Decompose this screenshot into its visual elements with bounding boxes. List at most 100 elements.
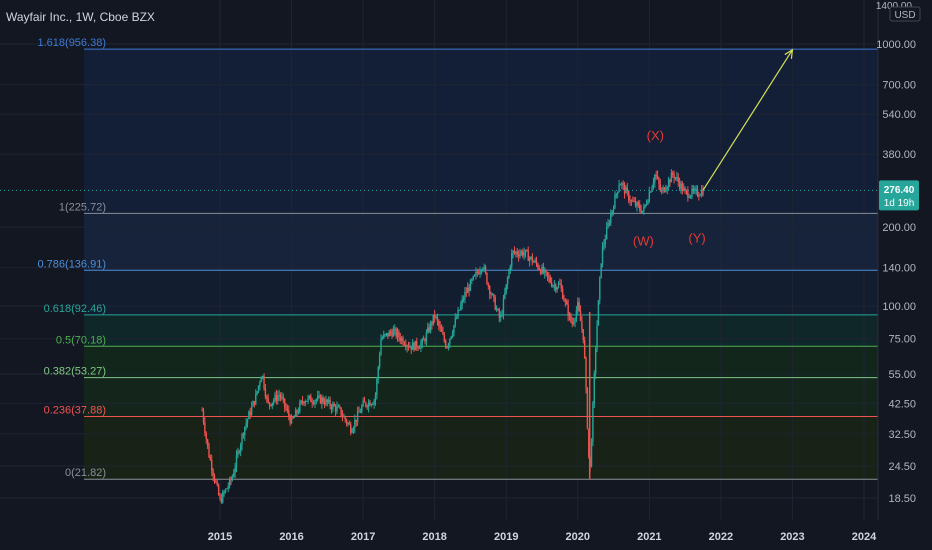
candle-body bbox=[615, 193, 618, 196]
candle-body bbox=[466, 287, 469, 293]
last-price-countdown: 1d 19h bbox=[884, 198, 915, 209]
candle-body bbox=[377, 367, 379, 380]
fib-label: 0.5(70.18) bbox=[56, 334, 106, 346]
candle-body bbox=[582, 329, 584, 341]
candle-body bbox=[548, 275, 550, 278]
candle-body bbox=[383, 334, 385, 338]
candle-body bbox=[662, 187, 664, 191]
fib-zone bbox=[84, 213, 878, 271]
candle-body bbox=[385, 333, 388, 335]
candle-body bbox=[549, 277, 551, 283]
candle-body bbox=[546, 272, 549, 276]
candle-body bbox=[261, 375, 264, 378]
candle-body bbox=[509, 266, 512, 271]
candle-body bbox=[564, 301, 567, 303]
candle-body bbox=[688, 197, 690, 199]
candle-body bbox=[512, 250, 514, 254]
candle-body bbox=[217, 485, 220, 495]
candle-body bbox=[286, 408, 289, 411]
candle-body bbox=[634, 201, 637, 207]
y-tick-label: 100.00 bbox=[882, 301, 916, 313]
candle-body bbox=[425, 332, 428, 342]
candle-body bbox=[658, 178, 660, 185]
fib-zone bbox=[84, 416, 878, 480]
candle-body bbox=[366, 405, 368, 407]
candle-body bbox=[515, 251, 517, 253]
candle-body bbox=[475, 271, 477, 275]
fib-zone bbox=[84, 270, 878, 315]
candle-body bbox=[431, 322, 433, 325]
candle-body bbox=[215, 480, 217, 483]
candle-body bbox=[559, 283, 561, 285]
fib-zone bbox=[84, 49, 878, 214]
candle-body bbox=[264, 388, 267, 397]
candle-body bbox=[312, 402, 315, 404]
candle-body bbox=[348, 423, 351, 425]
candle-body bbox=[398, 331, 400, 338]
candle-body bbox=[511, 253, 513, 267]
candle-body bbox=[568, 314, 571, 317]
candle-body bbox=[427, 327, 429, 333]
candle-body bbox=[256, 391, 258, 394]
candle-body bbox=[698, 195, 700, 197]
candle-body bbox=[678, 182, 681, 189]
candle-body bbox=[396, 331, 399, 337]
y-tick-label: 200.00 bbox=[882, 222, 916, 234]
candle-body bbox=[593, 373, 595, 404]
candle-body bbox=[253, 401, 256, 405]
candle-body bbox=[552, 285, 554, 287]
candle-body bbox=[292, 417, 294, 419]
candle-body bbox=[522, 251, 524, 256]
candle-body bbox=[303, 401, 305, 404]
candle-body bbox=[618, 185, 620, 192]
candle-body bbox=[343, 416, 345, 418]
candle-body bbox=[647, 201, 649, 205]
price-scale[interactable] bbox=[878, 0, 932, 550]
candle-body bbox=[498, 309, 501, 318]
candle-body bbox=[605, 227, 608, 240]
candle-body bbox=[447, 344, 450, 348]
candle-body bbox=[301, 400, 304, 402]
candle-body bbox=[339, 406, 341, 408]
candle-body bbox=[455, 317, 458, 319]
candle-body bbox=[508, 270, 510, 278]
y-tick-label: 540.00 bbox=[882, 109, 916, 121]
candle-body bbox=[378, 354, 381, 368]
candle-body bbox=[553, 285, 556, 287]
candle-body bbox=[542, 266, 545, 273]
candle-body bbox=[201, 410, 203, 412]
fib-label: 1.618(956.38) bbox=[38, 37, 107, 49]
candle-body bbox=[399, 337, 401, 341]
candle-body bbox=[237, 451, 239, 456]
candle-body bbox=[334, 406, 337, 412]
x-tick-label: 2015 bbox=[208, 531, 232, 543]
candle-body bbox=[652, 182, 655, 187]
candle-body bbox=[305, 400, 308, 402]
candle-body bbox=[607, 223, 609, 228]
candle-body bbox=[238, 451, 240, 453]
candle-body bbox=[644, 204, 646, 207]
candle-body bbox=[468, 287, 470, 291]
candle-body bbox=[267, 397, 269, 403]
candle-body bbox=[476, 271, 479, 273]
candle-body bbox=[637, 202, 640, 205]
currency-button[interactable]: USD bbox=[889, 6, 921, 22]
candle-body bbox=[266, 396, 268, 398]
candle-body bbox=[533, 261, 535, 263]
candle-body bbox=[578, 302, 580, 311]
y-tick-label: 1000.00 bbox=[876, 39, 916, 51]
y-tick-label: 55.00 bbox=[888, 369, 916, 381]
x-tick-label: 2017 bbox=[351, 531, 375, 543]
candle-body bbox=[654, 174, 656, 183]
projection-arrow-line bbox=[702, 49, 793, 191]
candle-body bbox=[597, 300, 600, 326]
candle-body bbox=[289, 416, 291, 424]
candle-body bbox=[687, 190, 689, 198]
candle-body bbox=[483, 266, 485, 269]
candle-body bbox=[497, 308, 499, 310]
candle-body bbox=[443, 334, 445, 341]
candle-body bbox=[428, 327, 430, 332]
candle-body bbox=[363, 400, 366, 403]
candle-body bbox=[520, 251, 523, 254]
